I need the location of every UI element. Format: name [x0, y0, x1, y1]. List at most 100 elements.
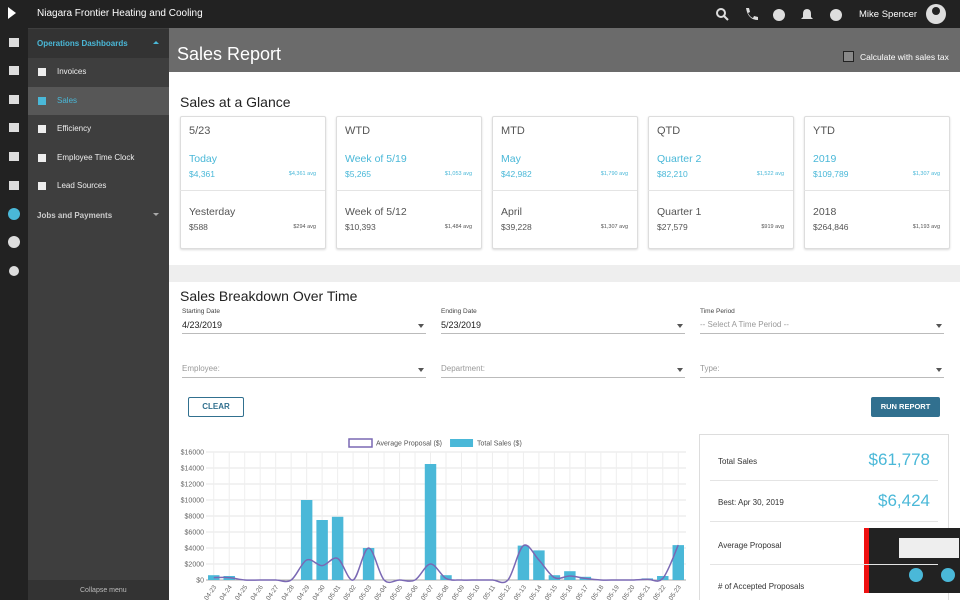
- line: [213, 544, 679, 584]
- tax-checkbox[interactable]: [843, 51, 854, 62]
- card-label: Week of 5/12: [345, 206, 407, 218]
- sidebar-item[interactable]: Invoices: [57, 67, 87, 76]
- card-label: Week of 5/19: [345, 153, 407, 165]
- x-tick-label: 05-19: [606, 584, 621, 600]
- filter-value[interactable]: Department:: [441, 364, 486, 373]
- page-header: [169, 28, 960, 72]
- screenshot-thumbnail: [864, 528, 960, 593]
- bar: [316, 520, 328, 580]
- sidebar-section[interactable]: Jobs and Payments: [37, 211, 113, 220]
- x-tick-label: 05-09: [451, 584, 466, 600]
- tax-label[interactable]: Calculate with sales tax: [860, 52, 949, 62]
- card-value: $39,228: [501, 222, 532, 232]
- sidebar: [28, 28, 169, 600]
- card-value: $42,982: [501, 169, 532, 179]
- user-name[interactable]: Mike Spencer: [859, 9, 918, 20]
- filter-underline: [182, 333, 426, 334]
- card-avg: $1,053 avg: [444, 171, 472, 177]
- card-avg: $4,361 avg: [288, 171, 316, 177]
- menu-toggle[interactable]: [8, 7, 16, 19]
- y-tick-label: $14000: [181, 466, 204, 473]
- y-tick-label: $8000: [185, 514, 205, 521]
- filter-value[interactable]: Type:: [700, 364, 720, 373]
- x-tick-label: 05-02: [342, 584, 357, 600]
- card: [336, 116, 482, 249]
- x-tick-label: 04-23: [203, 584, 218, 600]
- caret: [153, 213, 159, 216]
- x-tick-label: 05-12: [497, 584, 512, 600]
- x-tick-label: 04-25: [234, 584, 249, 600]
- sidebar-icon: [38, 182, 46, 191]
- summary-divider: [710, 564, 938, 565]
- sidebar-icon: [38, 68, 46, 76]
- sidebar-item[interactable]: Employee Time Clock: [57, 152, 135, 162]
- summary-divider: [710, 521, 938, 522]
- phone-icon[interactable]: [746, 8, 758, 20]
- filter-caret: [936, 324, 942, 328]
- x-tick-label: 05-15: [544, 584, 559, 600]
- rail-icon-active[interactable]: [8, 208, 20, 220]
- add-icon[interactable]: [773, 9, 785, 21]
- rail-icon[interactable]: [8, 236, 20, 248]
- rail-icon[interactable]: [9, 38, 19, 47]
- card: [492, 116, 638, 249]
- search-icon[interactable]: [716, 8, 726, 18]
- bar: [517, 545, 530, 580]
- bell-icon[interactable]: [801, 9, 813, 19]
- bar: [424, 464, 437, 580]
- card: [180, 116, 326, 249]
- sidebar-icon: [38, 125, 46, 134]
- bar: [533, 550, 545, 580]
- card: [804, 116, 950, 249]
- x-tick-label: 05-01: [327, 584, 342, 600]
- filter-value[interactable]: 5/23/2019: [441, 320, 482, 330]
- rail-icon[interactable]: [9, 66, 19, 75]
- x-tick-label: 05-14: [528, 584, 543, 600]
- sidebar-item[interactable]: Sales: [57, 95, 78, 105]
- clear-button[interactable]: CLEAR: [188, 397, 244, 417]
- rail-icon[interactable]: [9, 266, 19, 276]
- y-tick-label: $4000: [185, 546, 205, 553]
- filter-caret: [418, 368, 424, 372]
- card-avg: $1,307 avg: [600, 224, 628, 230]
- collapse-menu[interactable]: Collapse menu: [80, 587, 127, 594]
- filter-underline: [700, 377, 944, 378]
- sidebar-section[interactable]: Operations Dashboards: [37, 39, 128, 48]
- filter-label: Time Period: [700, 308, 735, 315]
- summary-label: Average Proposal: [718, 541, 782, 550]
- card-label: April: [501, 206, 523, 218]
- x-tick-label: 05-13: [513, 584, 528, 600]
- card-divider: [804, 190, 949, 191]
- run-label: RUN REPORT: [880, 402, 931, 411]
- rail-icon[interactable]: [9, 181, 19, 190]
- sidebar-item[interactable]: Efficiency: [57, 124, 92, 134]
- rail-icon[interactable]: [9, 152, 19, 161]
- rail-icon[interactable]: [9, 123, 19, 132]
- card-avg: $919 avg: [761, 224, 784, 230]
- y-tick-label: $10000: [181, 498, 204, 505]
- sidebar-item[interactable]: Lead Sources: [57, 181, 107, 191]
- x-tick-label: 04-30: [311, 584, 326, 600]
- card-value: $4,361: [189, 169, 215, 179]
- filter-value[interactable]: Employee:: [182, 364, 220, 373]
- y-tick-label: $6000: [185, 530, 205, 537]
- rail-icon[interactable]: [9, 95, 19, 104]
- card-avg: $1,484 avg: [444, 224, 472, 230]
- filter-caret: [936, 368, 942, 372]
- collapse-bar: [28, 580, 169, 600]
- filter-value[interactable]: 4/23/2019: [182, 320, 223, 330]
- help-icon[interactable]: [830, 9, 842, 21]
- card-avg: $294 avg: [293, 224, 316, 230]
- summary-divider: [710, 480, 938, 481]
- x-tick-label: 04-28: [281, 584, 296, 600]
- filter-underline: [441, 333, 685, 334]
- x-tick-label: 04-27: [265, 584, 280, 600]
- run-button[interactable]: RUN REPORT: [871, 397, 940, 417]
- filter-value[interactable]: -- Select A Time Period --: [700, 320, 789, 329]
- card-label: 2018: [813, 206, 837, 218]
- summary-value: $61,778: [868, 450, 930, 469]
- filter-label: Starting Date: [182, 308, 220, 315]
